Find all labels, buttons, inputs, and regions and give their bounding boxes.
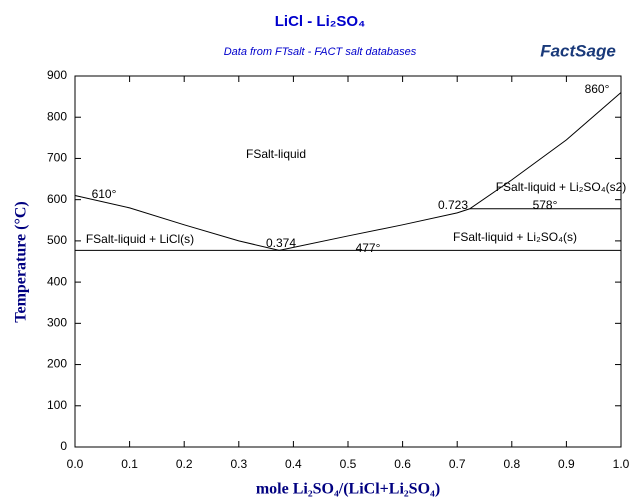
annotation: 477° bbox=[356, 241, 381, 255]
phase-boundary bbox=[279, 92, 622, 251]
y-tick-label: 900 bbox=[47, 68, 67, 82]
y-tick-label: 500 bbox=[47, 233, 67, 247]
annotation: 0.374 bbox=[266, 236, 296, 250]
y-tick-label: 800 bbox=[47, 109, 67, 123]
x-tick-label: 1.0 bbox=[613, 457, 630, 471]
y-tick-label: 600 bbox=[47, 192, 67, 206]
annotation: 610° bbox=[92, 187, 117, 201]
x-tick-label: 0.4 bbox=[285, 457, 302, 471]
x-tick-label: 0.6 bbox=[394, 457, 411, 471]
x-tick-label: 0.5 bbox=[340, 457, 357, 471]
phase-boundary bbox=[74, 195, 280, 251]
annotation: FSalt-liquid + Li₂SO₄(s2) bbox=[496, 180, 627, 194]
y-tick-label: 400 bbox=[47, 274, 67, 288]
x-tick-label: 0.7 bbox=[449, 457, 466, 471]
x-tick-label: 0.3 bbox=[230, 457, 247, 471]
y-tick-label: 100 bbox=[47, 398, 67, 412]
x-tick-label: 0.0 bbox=[67, 457, 84, 471]
annotation: 578° bbox=[533, 198, 558, 212]
y-tick-label: 200 bbox=[47, 357, 67, 371]
y-tick-label: 0 bbox=[60, 439, 67, 453]
x-tick-label: 0.1 bbox=[121, 457, 138, 471]
x-axis-label: mole Li₂SO₄/(LiCl+Li₂SO₄) bbox=[256, 481, 440, 498]
annotation: FSalt-liquid + LiCl(s) bbox=[86, 232, 194, 246]
y-tick-label: 700 bbox=[47, 151, 67, 165]
chart-subtitle: Data from FTsalt - FACT salt databases bbox=[224, 46, 417, 58]
y-tick-label: 300 bbox=[47, 316, 67, 330]
y-axis-label: Temperature (°C) bbox=[13, 201, 30, 322]
x-tick-label: 0.9 bbox=[558, 457, 575, 471]
annotation: FSalt-liquid + Li₂SO₄(s) bbox=[453, 230, 577, 244]
annotation: FSalt-liquid bbox=[246, 147, 306, 161]
x-tick-label: 0.2 bbox=[176, 457, 193, 471]
chart-title: LiCl - Li₂SO₄ bbox=[275, 13, 365, 30]
plot-frame bbox=[74, 75, 622, 448]
x-tick-label: 0.8 bbox=[503, 457, 520, 471]
annotation: 860° bbox=[585, 82, 610, 96]
logo: FactSage bbox=[540, 41, 616, 60]
annotation: 0.723 bbox=[438, 198, 468, 212]
